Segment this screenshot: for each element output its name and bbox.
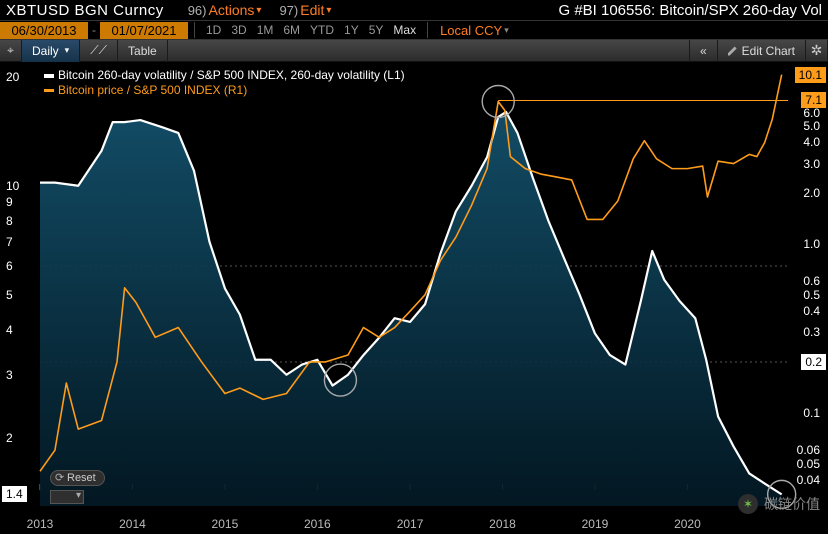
table-button[interactable]: Table [118,40,168,62]
axis-tick: 2016 [304,517,331,531]
chart-toolbar: ⌖ Daily ▾ ⟋⟋ Table « Edit Chart ✲ [0,40,828,62]
wechat-icon: ✶ [738,494,758,514]
axis-tick: 0.06 [797,443,820,457]
axis-tick: 0.1 [803,406,820,420]
watermark-text: 碳链价值 [764,494,820,514]
title-ribbon: XBTUSD BGN Curncy 96) Actions ▾ 97) Edit… [0,0,828,20]
axis-tick: 0.6 [803,274,820,288]
axis-tick: 4.0 [803,135,820,149]
reset-button[interactable]: Reset [50,470,105,486]
axis-tick: 1.0 [803,237,820,251]
axis-tick: 3 [6,368,13,382]
watermark: ✶ 碳链价值 [738,494,820,514]
axis-tick: 2014 [119,517,146,531]
legend: Bitcoin 260-day volatility / S&P 500 IND… [44,68,405,98]
axis-tick: 0.3 [803,325,820,339]
range-5y[interactable]: 5Y [364,23,389,37]
axis-tick: 6 [6,259,13,273]
pencil-icon [728,46,738,56]
range-1y[interactable]: 1Y [339,23,364,37]
menu-edit-num: 97) [279,3,298,18]
chart-title: G #BI 106556: Bitcoin/SPX 260-day Vol [558,2,828,19]
axis-tick: 5 [6,288,13,302]
axis-tick: 2019 [582,517,609,531]
chevron-down-icon: ▾ [326,5,331,16]
collapse-button[interactable]: « [690,40,718,62]
axis-tick: 8 [6,214,13,228]
interval-dropdown[interactable]: Daily ▾ [22,40,80,62]
axis-tick: 2013 [27,517,54,531]
range-ytd[interactable]: YTD [305,23,339,37]
chevron-down-icon: ▾ [504,25,509,36]
interval-label: Daily [32,44,59,58]
axis-tick: 2020 [674,517,701,531]
date-from-input[interactable] [0,22,88,39]
axis-tick: 4 [6,323,13,337]
chevron-down-icon: ▾ [256,5,261,16]
chevron-down-icon: ▾ [65,45,70,56]
chart-svg [0,62,828,534]
range-1m[interactable]: 1M [252,23,279,37]
legend-l1: Bitcoin 260-day volatility / S&P 500 IND… [58,68,405,82]
axis-tick: 2.0 [803,186,820,200]
axis-tick: 0.04 [797,473,820,487]
axis-tick: 3.0 [803,157,820,171]
axis-flag: 7.1 [801,92,826,108]
axis-tick: 0.05 [797,457,820,471]
date-to-input[interactable] [100,22,188,39]
range-6m[interactable]: 6M [278,23,305,37]
axis-flag: 0.2 [801,354,826,370]
axis-tick: 0.4 [803,304,820,318]
axis-tick: 9 [6,195,13,209]
axis-tick: 5.0 [803,119,820,133]
axis-tick: 10 [6,179,19,193]
axis-tick: 2017 [397,517,424,531]
range-3d[interactable]: 3D [226,23,251,37]
gear-icon[interactable]: ✲ [806,40,828,62]
menu-actions[interactable]: Actions [209,2,255,18]
mini-dropdown[interactable] [50,490,84,504]
ticker: XBTUSD BGN Curncy [0,2,170,19]
range-max[interactable]: Max [388,23,421,37]
date-range-row: - 1D3D1M6MYTD1Y5YMax Local CCY ▾ [0,20,828,40]
axis-tick: 2018 [489,517,516,531]
edit-chart-label: Edit Chart [742,44,795,58]
chart-area: Bitcoin 260-day volatility / S&P 500 IND… [0,62,828,534]
axis-tick: 20 [6,70,19,84]
compare-button[interactable]: ⟋⟋ [80,40,118,62]
axis-tick: 0.5 [803,288,820,302]
edit-chart-button[interactable]: Edit Chart [718,40,806,62]
axis-tick: 7 [6,235,13,249]
legend-r1: Bitcoin price / S&P 500 INDEX (R1) [58,83,247,97]
axis-flag: 10.1 [795,67,826,83]
axis-tick: 2 [6,431,13,445]
menu-edit[interactable]: Edit [300,2,324,18]
range-1d[interactable]: 1D [201,23,226,37]
mouse-mode-icon[interactable]: ⌖ [0,40,22,62]
menu-actions-num: 96) [188,3,207,18]
currency-selector[interactable]: Local CCY [440,23,502,38]
axis-flag: 1.4 [2,486,27,502]
date-separator: - [88,23,100,37]
axis-tick: 2015 [212,517,239,531]
